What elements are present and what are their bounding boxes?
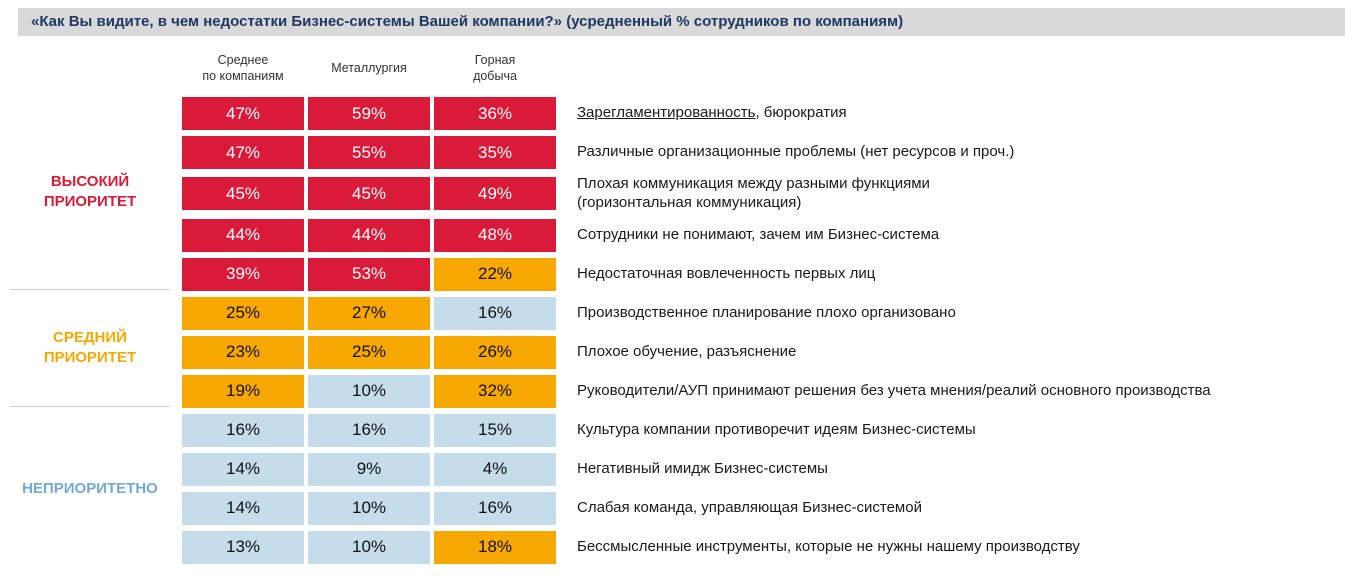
priority-label-high: ВЫСОКИЙ ПРИОРИТЕТ [43,173,137,210]
priority-divider [10,406,170,407]
row-label: Плохая коммуникация между разными функци… [577,175,930,211]
value-cell: 44% [308,218,430,252]
underlined-term: Зарегламентированность [577,104,756,122]
table-row: 47% 59% 36% Зарегламентированность, бюрокра… [182,97,1211,130]
table-row: 45% 45% 49% Плохая коммуникация между разны… [182,175,1211,213]
value-cell: 15% [434,413,556,447]
value-cell: 10% [308,374,430,408]
priority-label-medium: СРЕДНИЙ ПРИОРИТЕТ [43,329,137,366]
row-label: Слабая команда, управляющая Бизнес-систе… [577,498,922,516]
row-label: Сотрудники не понимают, зачем им Бизнес-… [577,225,940,243]
value-cell: 25% [182,296,304,330]
value-cell: 10% [308,491,430,525]
priority-label-low: НЕПРИОРИТЕТНО [22,480,158,497]
row-label: Бессмысленные инструменты, которые не ну… [577,537,1080,555]
row-label: Плохое обучение, разъяснение [577,342,797,360]
table-row: 39% 53% 22% Недостаточная вовлеченность пер… [182,257,1211,291]
table-row: 14% 9% 4% Негативный имидж Бизнес-системы [182,452,1211,486]
value-cell: 45% [182,177,304,211]
value-cell: 19% [182,374,304,408]
value-cell: 27% [308,296,430,330]
row-label: Производственное планирование плохо орга… [577,303,956,321]
value-cell: 16% [434,491,556,525]
value-cell: 55% [308,136,430,169]
value-cell: 16% [182,413,304,447]
value-cell: 18% [434,530,556,564]
value-cell: 4% [434,452,556,486]
column-header: Горная добыча [473,53,517,83]
value-cell: 45% [308,177,430,211]
value-cell: 13% [182,530,304,564]
table-row: 44% 44% 48% Сотрудники не понимают, зачем и… [182,218,1211,252]
value-cell: 44% [182,218,304,252]
value-cell: 59% [308,97,430,130]
value-cell: 35% [434,136,556,169]
value-cell: 22% [434,257,556,291]
table-row: 47% 55% 35% Различные организационные пробл… [182,136,1211,169]
row-label: Руководители/АУП принимают решения без у… [577,381,1211,399]
survey-question-title: «Как Вы видите, в чем недостатки Бизнес-… [18,8,1345,36]
value-cell: 14% [182,491,304,525]
value-cell: 9% [308,452,430,486]
results-table: 47% 59% 36% Зарегламентированность, бюрокра… [182,97,1211,570]
value-cell: 47% [182,136,304,169]
row-label: Различные организационные проблемы (нет … [577,143,1015,161]
value-cell: 49% [434,177,556,211]
table-row: 14% 10% 16% Слабая команда, управляющая Биз… [182,491,1211,525]
value-cell: 16% [308,413,430,447]
column-header: Металлургия [331,61,407,76]
table-row: 25% 27% 16% Производственное планирование п… [182,296,1211,330]
value-cell: 10% [308,530,430,564]
value-cell: 16% [434,296,556,330]
value-cell: 36% [434,97,556,130]
row-label: Негативный имидж Бизнес-системы [577,459,828,477]
value-cell: 48% [434,218,556,252]
table-row: 13% 10% 18% Бессмысленные инструменты, кото… [182,530,1211,564]
value-cell: 53% [308,257,430,291]
row-label: Зарегламентированность, бюрократия [577,104,847,122]
row-label: Недостаточная вовлеченность первых лиц [577,264,876,282]
table-row: 16% 16% 15% Культура компании противоречит … [182,413,1211,447]
value-cell: 39% [182,257,304,291]
value-cell: 47% [182,97,304,130]
value-cell: 32% [434,374,556,408]
value-cell: 26% [434,335,556,369]
column-headers: Среднее по компаниям Металлургия Горная до… [182,48,556,90]
row-label: Культура компании противоречит идеям Биз… [577,420,976,438]
table-row: 19% 10% 32% Руководители/АУП принимают реше… [182,374,1211,408]
priority-divider [10,289,170,290]
table-row: 23% 25% 26% Плохое обучение, разъяснение [182,335,1211,369]
value-cell: 25% [308,335,430,369]
column-header: Среднее по компаниям [202,53,284,83]
value-cell: 14% [182,452,304,486]
value-cell: 23% [182,335,304,369]
